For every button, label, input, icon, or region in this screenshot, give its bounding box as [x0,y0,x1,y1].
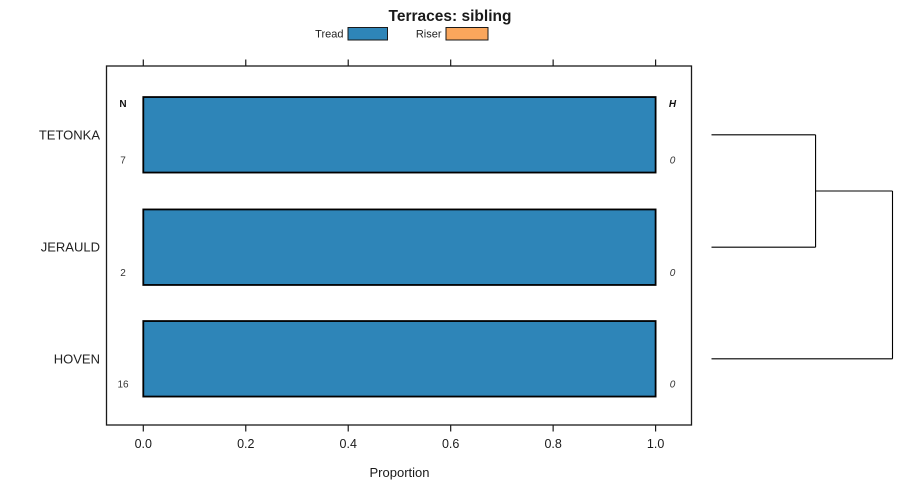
x-axis-label: Proportion [370,465,430,480]
x-tick-label: 0.6 [442,437,459,451]
x-tick-label: 0.4 [340,437,357,451]
legend-label-riser: Riser [416,29,442,41]
right-column-header: H [669,99,677,110]
bar-tread-jerauld [142,208,657,286]
bar-tread-tetonka [142,96,657,174]
n-value: 2 [120,268,126,279]
h-value: 0 [670,268,676,279]
x-tick-label: 1.0 [647,437,664,451]
left-column-header: N [119,99,126,110]
category-label: HOVEN [54,351,100,366]
legend: Tread Riser [315,27,489,41]
legend-swatch-tread [347,27,388,41]
h-value: 0 [670,380,676,391]
chart-title: Terraces: sibling [389,8,512,25]
x-tick-label: 0.0 [135,437,152,451]
x-tick-label: 0.2 [237,437,254,451]
category-label: JERAULD [41,240,100,255]
bars-group [142,96,657,398]
row-annotations: TETONKA 7 0 JERAULD 2 0 HOVEN 16 0 [39,127,676,390]
x-axis: 0.0 0.2 0.4 0.6 0.8 1.0 [135,59,664,451]
n-value: 16 [117,380,129,391]
x-tick-label: 0.8 [544,437,561,451]
bar-tread-hoven [142,320,657,398]
category-label: TETONKA [39,127,100,142]
dendrogram [711,134,894,360]
plot-box [105,65,693,426]
h-value: 0 [670,156,676,167]
legend-label-tread: Tread [315,29,343,41]
n-value: 7 [120,156,126,167]
legend-swatch-riser [445,27,489,41]
